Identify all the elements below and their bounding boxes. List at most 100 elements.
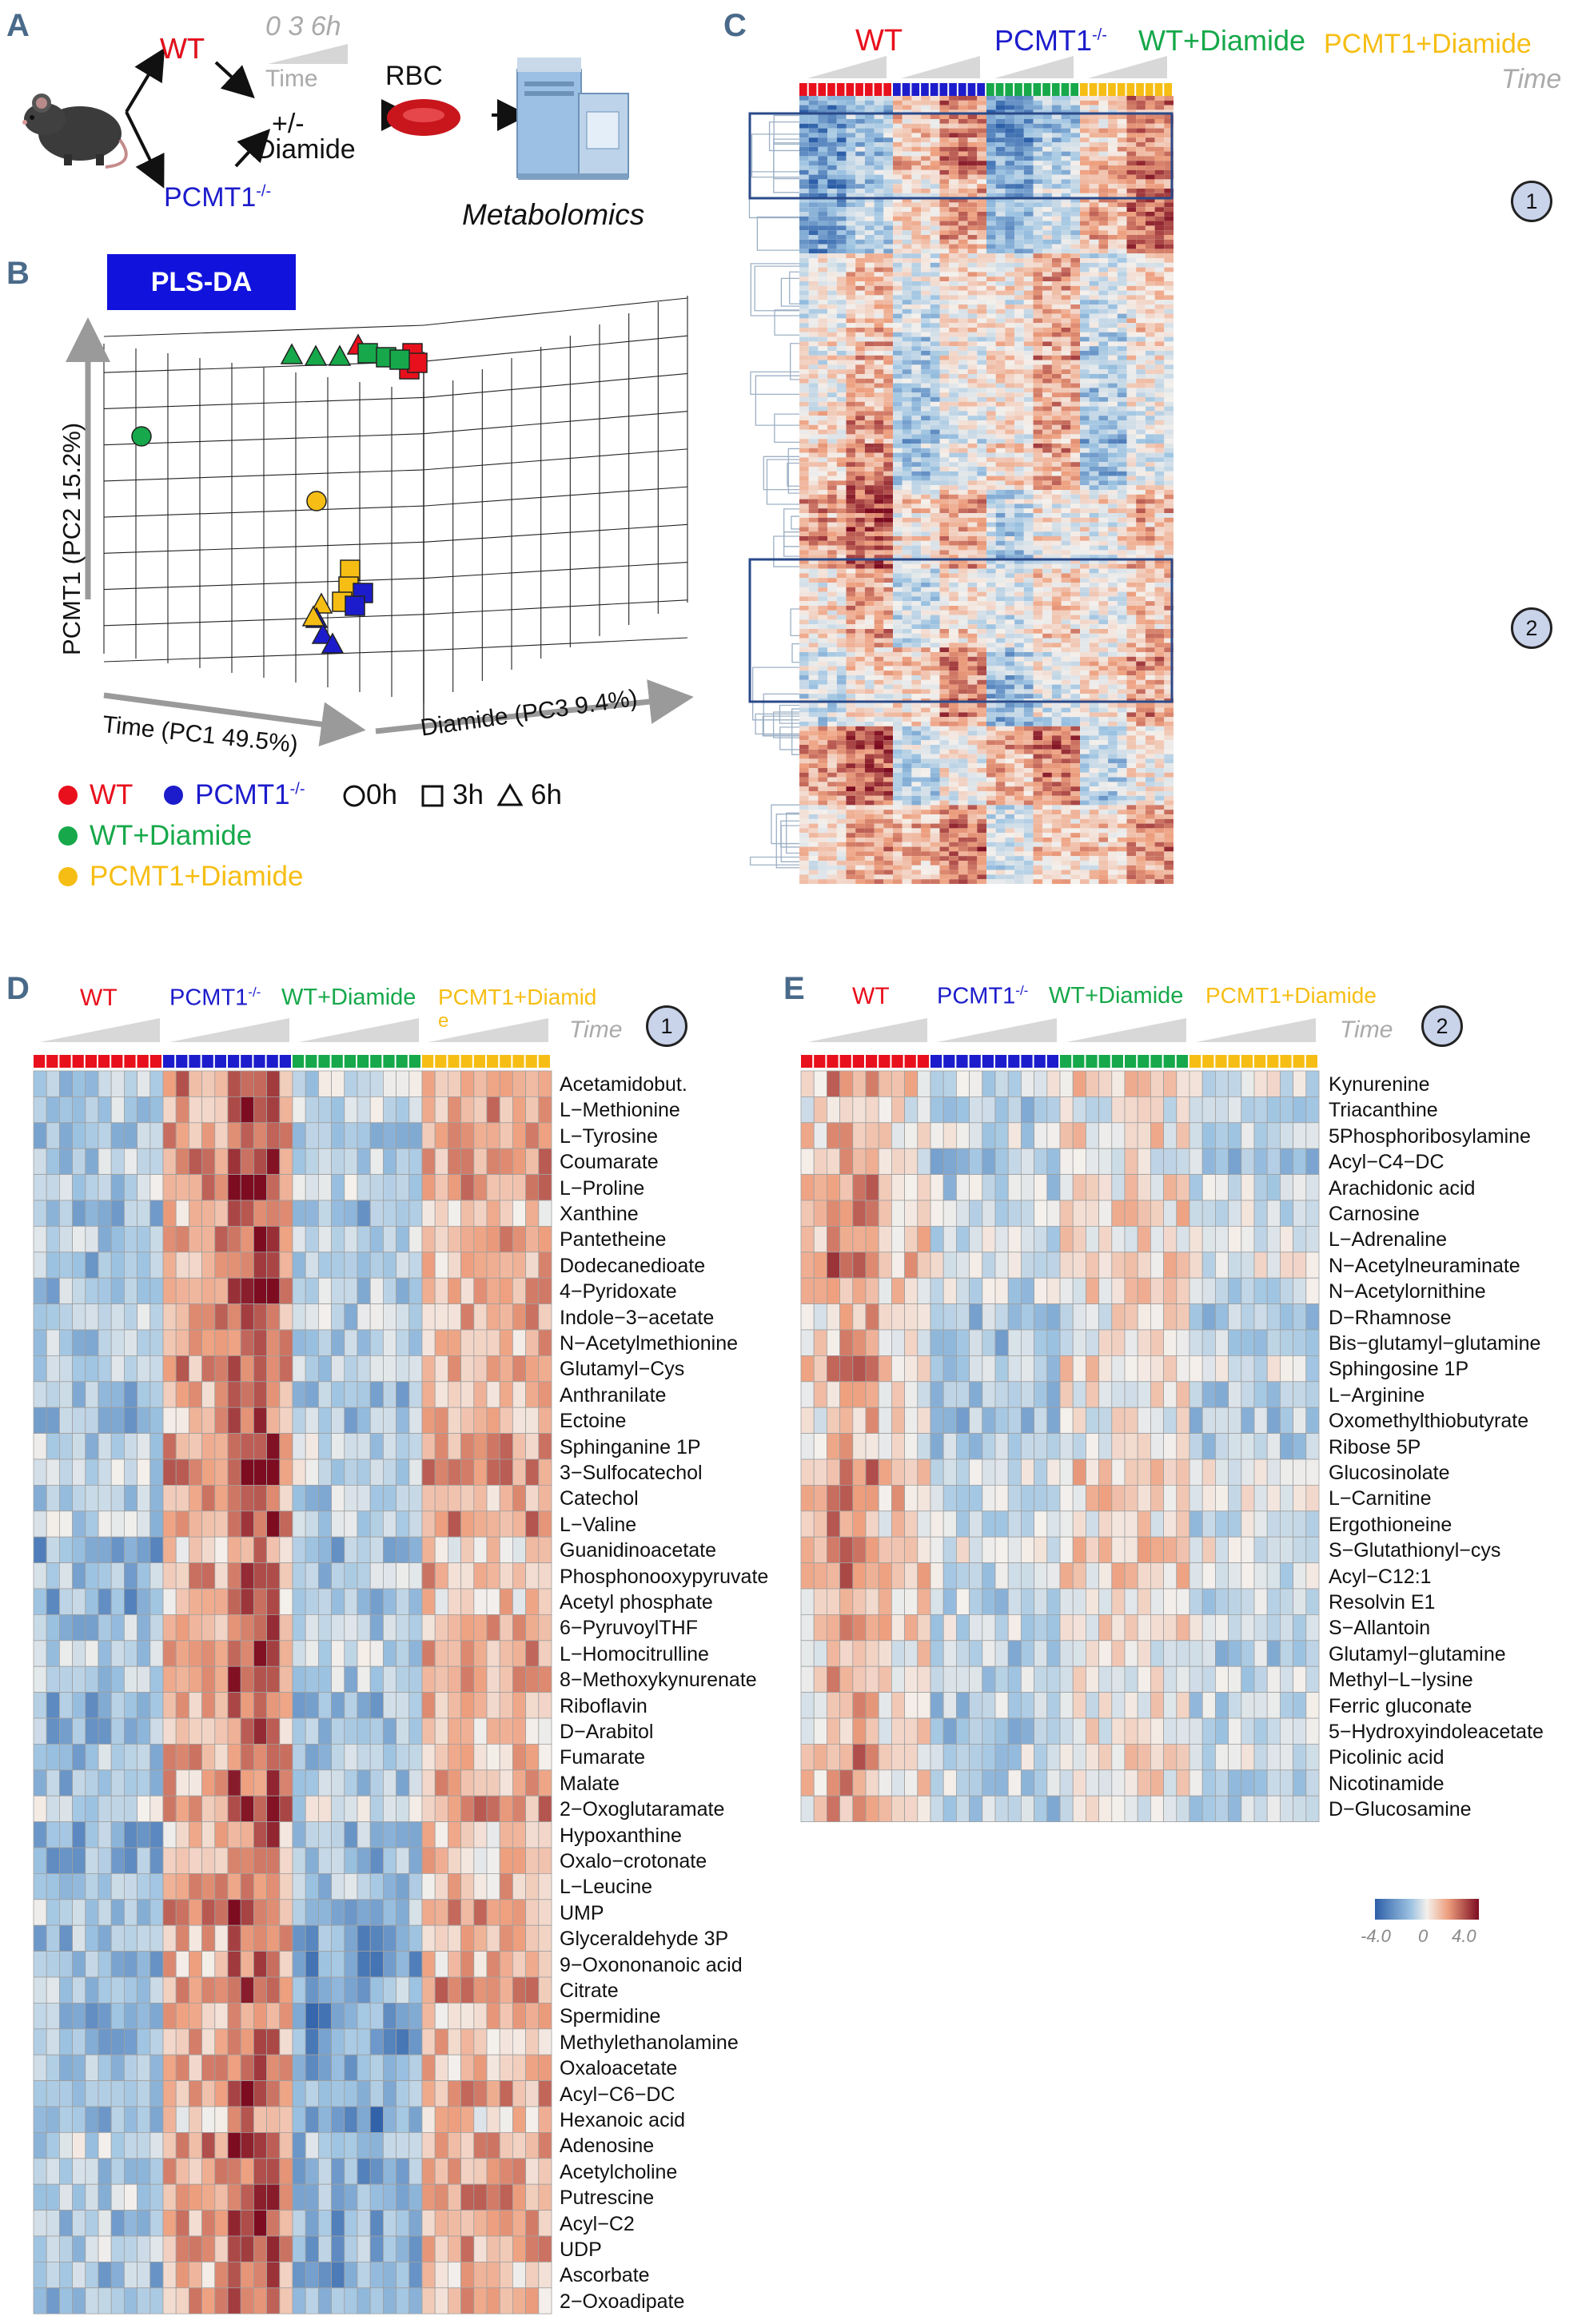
heatmap-cell — [995, 568, 1006, 574]
heatmap-cell — [1042, 253, 1052, 258]
heatmap-cell — [1136, 323, 1146, 328]
heatmap-cell — [846, 165, 856, 170]
heatmap-cell — [1136, 444, 1146, 448]
heatmap-cell — [1164, 230, 1174, 235]
heatmap-cell — [1136, 290, 1146, 296]
heatmap-cell — [864, 197, 875, 203]
heatmap-cell — [855, 374, 865, 379]
heatmap-cell — [1033, 114, 1043, 119]
heatmap-cell — [1042, 522, 1052, 527]
heatmap-cell — [902, 290, 912, 296]
heatmap-cell — [911, 193, 922, 198]
heatmap-cell — [1117, 378, 1127, 384]
heatmap-cell — [1051, 281, 1062, 286]
heatmap-cell — [1145, 591, 1155, 597]
heatmap-cell — [799, 643, 809, 648]
heatmap-cell — [1005, 471, 1015, 476]
heatmap-cell — [921, 174, 930, 180]
heatmap-cell — [1117, 212, 1127, 217]
heatmap-cell — [799, 587, 809, 592]
heatmap-cell — [1089, 114, 1099, 119]
heatmap-cell — [1014, 578, 1024, 583]
heatmap-cell — [939, 105, 950, 110]
heatmap-group-swatch — [911, 83, 920, 96]
heatmap-cell — [967, 643, 978, 648]
heatmap-cell — [874, 179, 884, 185]
heatmap-cell — [1005, 202, 1015, 208]
heatmap-cell — [1089, 341, 1099, 347]
heatmap-cell — [883, 439, 893, 444]
heatmap-cell — [818, 583, 828, 587]
heatmap-cell — [1136, 277, 1146, 281]
heatmap-cell — [1005, 467, 1015, 472]
heatmap-cell — [939, 462, 950, 467]
heatmap-cell — [986, 563, 996, 569]
heatmap-cell — [1136, 336, 1146, 342]
heatmap-cell — [1051, 332, 1062, 337]
heatmap-cell — [949, 494, 958, 499]
heatmap-cell — [818, 230, 828, 235]
heatmap-cell — [893, 249, 903, 254]
heatmap-cell — [939, 137, 950, 142]
heatmap-cell — [1164, 207, 1174, 212]
heatmap-cell — [827, 295, 837, 300]
heatmap-cell — [1108, 444, 1118, 448]
heatmap-cell — [1164, 105, 1174, 110]
heatmap-cell — [799, 429, 809, 435]
heatmap-cell — [921, 601, 930, 606]
heatmap-cell — [1098, 249, 1109, 254]
heatmap-cell — [1061, 401, 1071, 407]
heatmap-cell — [986, 508, 996, 513]
heatmap-cell — [1117, 457, 1127, 463]
heatmap-cell — [1126, 522, 1137, 527]
heatmap-cell — [893, 388, 903, 393]
heatmap-cell — [864, 596, 875, 602]
heatmap-cell — [967, 606, 978, 611]
heatmap-cell — [995, 281, 1006, 286]
heatmap-cell — [1061, 448, 1071, 453]
heatmap-cell — [836, 360, 847, 365]
heatmap-cell — [808, 290, 819, 296]
heatmap-cell — [1145, 596, 1155, 602]
heatmap-cell — [1070, 105, 1080, 110]
heatmap-cell — [1154, 295, 1165, 300]
heatmap-cell — [1154, 452, 1165, 458]
heatmap-cell — [883, 156, 893, 161]
heatmap-cell — [1005, 499, 1015, 504]
heatmap-cell — [1126, 629, 1137, 634]
heatmap-cell — [1023, 467, 1034, 472]
heatmap-cell — [836, 328, 847, 332]
heatmap-cell — [818, 397, 828, 402]
heatmap-cell — [977, 142, 986, 147]
heatmap-cell — [808, 105, 819, 110]
heatmap-cell — [958, 189, 968, 193]
heatmap-cell — [864, 179, 875, 185]
heatmap-cell — [1126, 360, 1137, 365]
heatmap-cell — [1014, 142, 1024, 147]
heatmap-cell — [995, 221, 1006, 226]
heatmap-cell — [883, 540, 893, 546]
heatmap-cell — [818, 244, 828, 249]
heatmap-cell — [958, 434, 968, 440]
heatmap-cell — [1014, 615, 1024, 620]
heatmap-cell — [911, 467, 922, 472]
heatmap-cell — [1042, 146, 1052, 152]
heatmap-cell — [1145, 513, 1155, 518]
heatmap-cell — [818, 285, 828, 291]
heatmap-cell — [1117, 452, 1127, 458]
heatmap-cell — [939, 596, 950, 602]
heatmap-cell — [958, 531, 968, 536]
heatmap-cell — [1042, 174, 1052, 180]
heatmap-cell — [986, 207, 996, 212]
heatmap-cell — [799, 249, 809, 254]
heatmap-cell — [855, 114, 865, 119]
heatmap-cell — [874, 341, 884, 347]
heatmap-cell — [1117, 606, 1127, 611]
heatmap-cell — [921, 253, 930, 258]
heatmap-cell — [1051, 499, 1062, 504]
heatmap-cell — [1117, 411, 1127, 416]
heatmap-cell — [986, 467, 996, 472]
heatmap-cell — [1145, 471, 1155, 476]
heatmap-cell — [1126, 336, 1137, 342]
heatmap-cell — [1145, 179, 1155, 185]
